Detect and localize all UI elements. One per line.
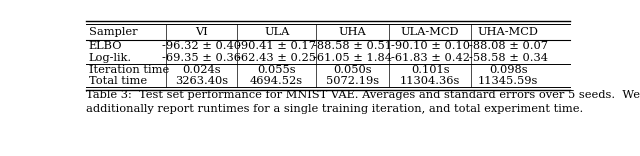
Text: ELBO: ELBO xyxy=(89,41,122,51)
Text: 4694.52s: 4694.52s xyxy=(250,76,303,86)
Text: 11345.59s: 11345.59s xyxy=(478,76,538,86)
Text: ULA-MCD: ULA-MCD xyxy=(401,27,460,37)
Text: UHA-MCD: UHA-MCD xyxy=(478,27,539,37)
Text: ULA: ULA xyxy=(264,27,289,37)
Text: 0.055s: 0.055s xyxy=(257,65,296,75)
Text: Log-lik.: Log-lik. xyxy=(89,53,132,63)
Text: Total time: Total time xyxy=(89,76,147,86)
Text: Sampler: Sampler xyxy=(89,27,138,37)
Text: Iteration time: Iteration time xyxy=(89,65,169,75)
Text: -90.41 ± 0.17: -90.41 ± 0.17 xyxy=(237,41,316,51)
Text: 0.024s: 0.024s xyxy=(182,65,221,75)
Text: -90.10 ± 0.10: -90.10 ± 0.10 xyxy=(390,41,470,51)
Text: 0.050s: 0.050s xyxy=(333,65,372,75)
Text: 0.101s: 0.101s xyxy=(411,65,449,75)
Text: Table 3:  Test set performance for MNIST VAE. Averages and standard errors over : Table 3: Test set performance for MNIST … xyxy=(86,90,640,114)
Text: -61.05 ± 1.84: -61.05 ± 1.84 xyxy=(313,53,392,63)
Text: -88.08 ± 0.07: -88.08 ± 0.07 xyxy=(469,41,548,51)
Text: -69.35 ± 0.36: -69.35 ± 0.36 xyxy=(162,53,241,63)
Text: 0.098s: 0.098s xyxy=(489,65,527,75)
Text: -88.58 ± 0.51: -88.58 ± 0.51 xyxy=(313,41,392,51)
Text: 5072.19s: 5072.19s xyxy=(326,76,380,86)
Text: -62.43 ± 0.25: -62.43 ± 0.25 xyxy=(237,53,316,63)
Text: VI: VI xyxy=(195,27,208,37)
Text: -96.32 ± 0.40: -96.32 ± 0.40 xyxy=(162,41,241,51)
Text: 11304.36s: 11304.36s xyxy=(400,76,460,86)
Text: 3263.40s: 3263.40s xyxy=(175,76,228,86)
Text: -61.83 ± 0.42: -61.83 ± 0.42 xyxy=(390,53,470,63)
Text: UHA: UHA xyxy=(339,27,367,37)
Text: -58.58 ± 0.34: -58.58 ± 0.34 xyxy=(469,53,548,63)
